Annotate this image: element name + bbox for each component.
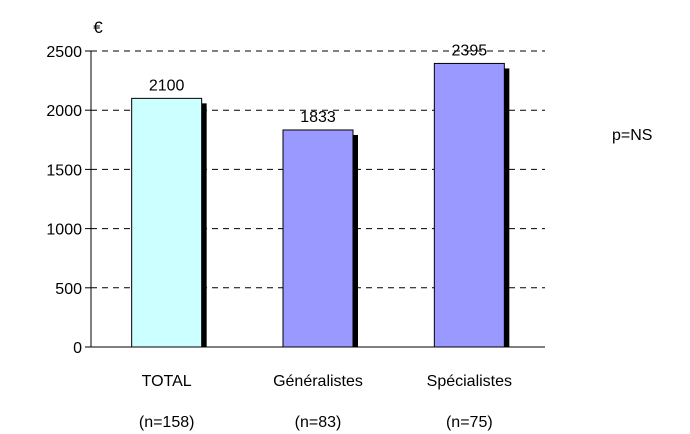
sample-size-label: (n=75): [446, 414, 493, 431]
y-tick-label: 2000: [46, 103, 82, 120]
sample-size-label: (n=83): [295, 414, 342, 431]
x-tick-label: Spécialistes: [427, 373, 512, 390]
sample-size-label: (n=158): [139, 414, 195, 431]
x-tick-label: Généralistes: [273, 373, 363, 390]
data-label: 2100: [149, 77, 185, 94]
bar: [434, 63, 504, 347]
data-label: 2395: [452, 42, 488, 59]
bar: [283, 130, 353, 347]
y-tick-label: 1000: [46, 222, 82, 239]
plot-area: 0 500 1000 1500 2000 2500 2100 TOTAL (n=158) 1833…: [46, 42, 545, 431]
x-tick-label: TOTAL: [142, 373, 192, 390]
data-label: 1833: [300, 109, 336, 126]
y-tick-label: 1500: [46, 162, 82, 179]
y-tick-label: 0: [73, 340, 82, 357]
y-axis-label: €: [93, 18, 103, 37]
p-value-annotation: p=NS: [612, 127, 652, 144]
y-tick-label: 500: [55, 281, 82, 298]
y-tick-label: 2500: [46, 44, 82, 61]
bar: [132, 98, 202, 347]
